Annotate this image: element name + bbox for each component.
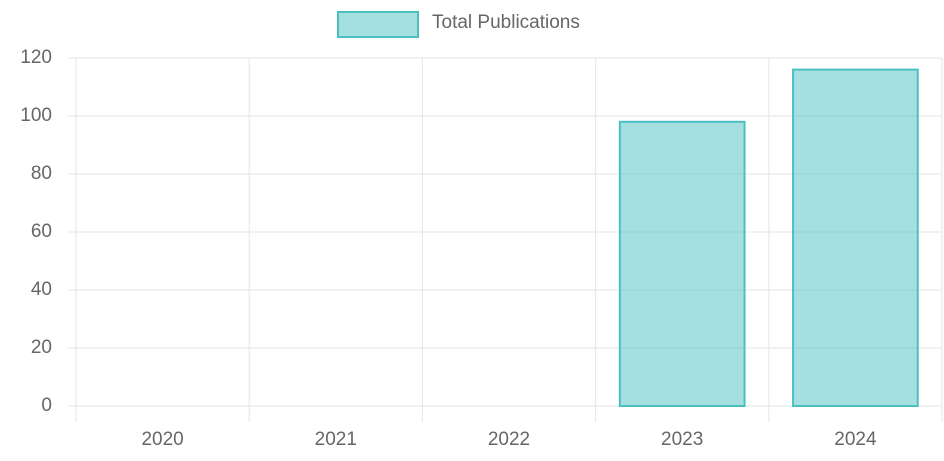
x-tick-label: 2023 [661, 429, 703, 450]
y-tick-label: 100 [20, 105, 52, 126]
y-tick-label: 120 [20, 47, 52, 68]
legend-swatch[interactable] [337, 11, 419, 38]
y-tick-label: 0 [41, 395, 52, 416]
bar [618, 120, 746, 408]
x-tick-label: 2020 [141, 429, 183, 450]
x-tick-label: 2024 [834, 429, 877, 450]
y-tick-label: 20 [31, 337, 52, 358]
y-tick-label: 60 [31, 221, 52, 242]
legend-label[interactable]: Total Publications [432, 12, 580, 33]
y-tick-label: 40 [31, 279, 52, 300]
bar [792, 68, 919, 407]
y-tick-label: 80 [31, 163, 52, 184]
x-tick-label: 2022 [488, 429, 530, 450]
x-tick-label: 2021 [315, 429, 357, 450]
